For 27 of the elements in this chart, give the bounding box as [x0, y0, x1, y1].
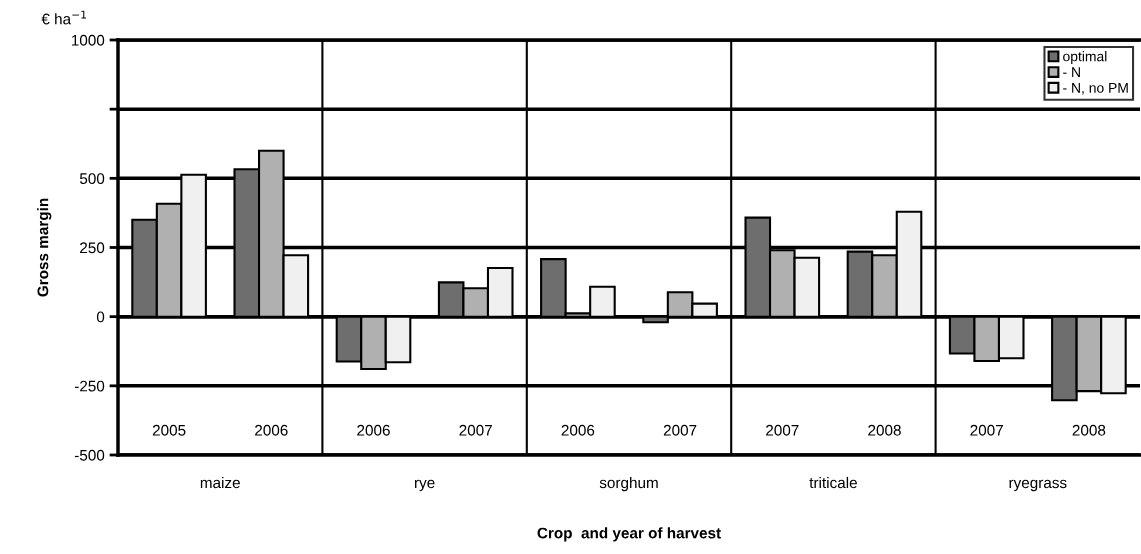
y-tick-label: 1000: [71, 34, 105, 46]
x-tick-label: 2007: [459, 424, 492, 436]
legend-label: - N, no PM: [1063, 83, 1128, 95]
x-tick-label: 2006: [357, 424, 390, 436]
x-tick-label: 2007: [970, 424, 1003, 436]
x-tick-label: 2008: [868, 424, 901, 436]
x-tick-label: 2006: [255, 424, 288, 436]
text: rye: [415, 479, 435, 492]
x-axis-title: Crop and year of harvest: [537, 527, 721, 542]
y-tick-label: 0: [96, 311, 105, 323]
x-tick-label: 2006: [561, 424, 595, 436]
legend-label: - N: [1063, 67, 1080, 77]
text: triticale: [809, 476, 857, 489]
y-tick-label: 250: [80, 242, 105, 254]
x-tick-label: 2008: [1072, 424, 1106, 436]
text: sorghum: [599, 476, 658, 492]
x-tick-label: 2005: [152, 424, 186, 436]
y-axis-title: Gross margin: [37, 198, 52, 297]
x-tick-label: 2007: [766, 424, 799, 436]
y-tick-label: 500: [79, 173, 105, 185]
y-tick-label: -250: [74, 380, 105, 392]
text: maize: [200, 476, 240, 489]
text: € ha$^{−1}$: [41, 10, 87, 25]
legend-label: optimal: [1063, 51, 1107, 65]
text: ryegrass: [1009, 479, 1067, 492]
x-tick-label: 2007: [663, 424, 697, 436]
y-tick-label: -500: [74, 449, 105, 461]
